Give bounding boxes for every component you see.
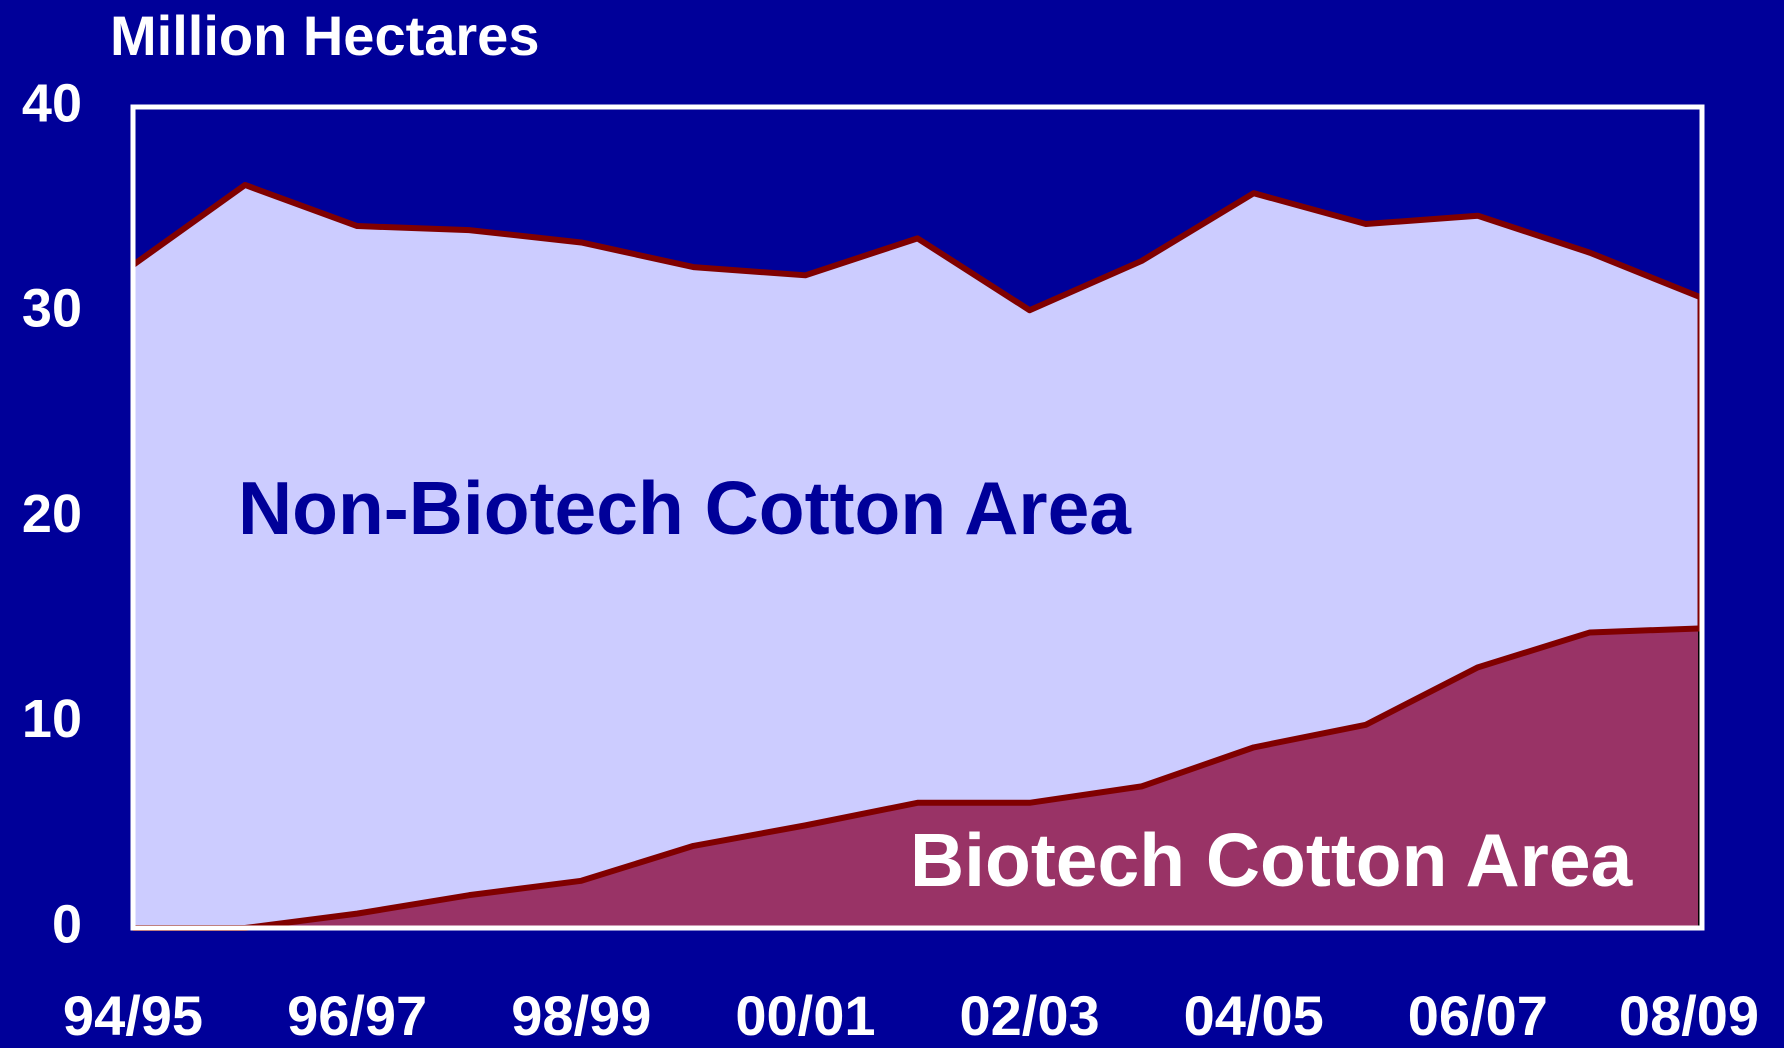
series-line [133,625,1703,931]
x-tick-label: 06/07 [1408,984,1548,1047]
y-axis-title: Million Hectares [110,4,539,67]
y-tick-label: 0 [52,894,82,954]
y-tick-label: 10 [22,689,82,749]
area [133,628,1702,928]
series-label: Biotech Cotton Area [910,818,1634,902]
x-tick-label: 04/05 [1184,984,1324,1047]
series-label: Non-Biotech Cotton Area [238,466,1132,550]
area [133,184,1702,928]
y-tick-label: 20 [22,484,82,544]
x-tick-label: 94/95 [63,984,203,1047]
x-tick-label: 98/99 [511,984,651,1047]
plot-border [130,104,1705,931]
x-tick-label: 96/97 [287,984,427,1047]
x-tick-label: 00/01 [735,984,875,1047]
y-tick-label: 30 [22,279,82,339]
x-tick-label: 02/03 [960,984,1100,1047]
series-line [131,181,1704,314]
y-tick-label: 40 [22,73,82,133]
x-tick-label: 08/09 [1619,984,1759,1047]
